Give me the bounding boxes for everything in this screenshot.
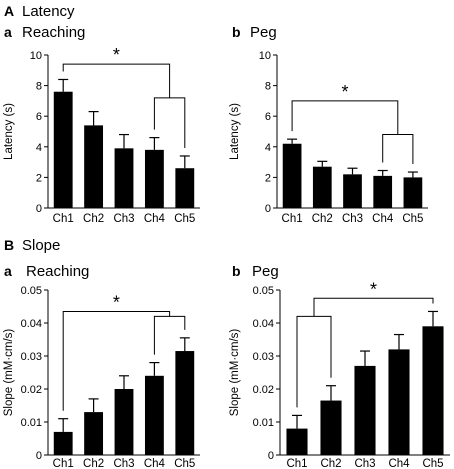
bar bbox=[320, 400, 342, 455]
significance-group-bracket bbox=[382, 134, 414, 165]
y-tick-label: 8 bbox=[36, 81, 42, 93]
y-tick-label: 8 bbox=[265, 81, 271, 93]
y-tick-label: 0.01 bbox=[21, 417, 42, 429]
significance-bracket bbox=[313, 297, 434, 317]
significance-bracket bbox=[291, 100, 399, 135]
significance-star: * bbox=[370, 279, 377, 299]
x-tick-label: Ch4 bbox=[388, 458, 410, 469]
y-axis-label: Slope (mM·cm/s) bbox=[229, 329, 241, 417]
y-tick-label: 4 bbox=[36, 142, 42, 154]
panel-letter: b bbox=[232, 24, 241, 40]
panel-letter: b bbox=[232, 263, 241, 279]
significance-star: * bbox=[341, 82, 348, 102]
bar bbox=[175, 351, 195, 455]
x-tick-label: Ch5 bbox=[174, 458, 195, 469]
significance-group-bracket bbox=[153, 315, 186, 355]
x-tick-label: Ch2 bbox=[312, 213, 333, 225]
y-tick-label: 0 bbox=[268, 450, 274, 462]
bar bbox=[312, 166, 332, 208]
x-tick-label: Ch5 bbox=[422, 458, 443, 469]
y-tick-label: 0 bbox=[36, 203, 42, 215]
bar bbox=[114, 389, 134, 455]
bar bbox=[53, 91, 73, 208]
y-tick-label: 6 bbox=[36, 111, 42, 123]
bar bbox=[373, 175, 393, 208]
y-tick-label: 10 bbox=[30, 50, 42, 62]
latency-peg-chart: b Peg 0 2 4 6 8 10 Latency (s) Ch1 Ch2 Ch3 Ch4 Ch5 * bbox=[229, 24, 428, 225]
x-tick-label: Ch1 bbox=[53, 213, 74, 225]
y-tick-label: 2 bbox=[265, 172, 271, 184]
section-a-letter: A bbox=[4, 3, 14, 19]
y-tick-label: 0 bbox=[36, 450, 42, 462]
y-tick-label: 0.02 bbox=[21, 384, 42, 396]
bar bbox=[354, 365, 376, 455]
significance-group-bracket bbox=[153, 97, 186, 148]
y-tick-label: 10 bbox=[259, 50, 271, 62]
bar bbox=[422, 326, 444, 455]
x-tick-label: Ch3 bbox=[342, 213, 363, 225]
significance-group-bracket bbox=[296, 315, 332, 408]
x-tick-label: Ch5 bbox=[174, 213, 195, 225]
x-tick-label: Ch3 bbox=[113, 213, 134, 225]
x-tick-label: Ch2 bbox=[320, 458, 341, 469]
y-tick-label: 0.05 bbox=[21, 285, 42, 297]
x-tick-label: Ch1 bbox=[282, 213, 303, 225]
y-tick-label: 2 bbox=[36, 172, 42, 184]
bar bbox=[388, 349, 410, 455]
bar bbox=[53, 431, 73, 455]
panel-title: Peg bbox=[250, 24, 277, 41]
bar bbox=[286, 428, 308, 455]
y-tick-label: 0.04 bbox=[253, 318, 274, 330]
y-tick-label: 0.05 bbox=[253, 285, 274, 297]
y-tick-label: 0.03 bbox=[253, 351, 274, 363]
panel-letter: a bbox=[4, 24, 12, 40]
x-tick-label: Ch5 bbox=[402, 213, 423, 225]
bar bbox=[144, 375, 164, 455]
y-tick-label: 6 bbox=[265, 111, 271, 123]
significance-bracket bbox=[62, 63, 171, 98]
bar bbox=[343, 174, 362, 208]
significance-star: * bbox=[113, 45, 120, 65]
y-tick-label: 4 bbox=[265, 142, 271, 154]
x-tick-label: Ch4 bbox=[144, 458, 166, 469]
y-axis-label: Latency (s) bbox=[229, 103, 241, 160]
y-axis-label: Slope (mM·cm/s) bbox=[3, 329, 15, 417]
section-b-letter: B bbox=[4, 237, 14, 253]
y-tick-label: 0.01 bbox=[253, 417, 274, 429]
bar bbox=[84, 412, 104, 455]
x-tick-label: Ch4 bbox=[372, 213, 394, 225]
bar bbox=[282, 143, 302, 208]
bar bbox=[84, 125, 104, 208]
x-tick-label: Ch3 bbox=[113, 458, 134, 469]
y-axis-label: Latency (s) bbox=[3, 103, 15, 160]
y-tick-label: 0.04 bbox=[21, 318, 42, 330]
y-tick-label: 0 bbox=[265, 203, 271, 215]
x-tick-label: Ch4 bbox=[144, 213, 166, 225]
latency-reaching-chart: a Reaching 0 2 4 6 8 10 Latency (s) Ch1 Ch2 Ch3 Ch4 C… bbox=[3, 24, 200, 225]
section-b-title: Slope bbox=[22, 237, 60, 254]
panel-title: Reaching bbox=[22, 24, 85, 41]
section-a-title: Latency bbox=[22, 3, 75, 20]
significance-bracket bbox=[62, 310, 171, 411]
x-tick-label: Ch1 bbox=[53, 458, 74, 469]
y-tick-label: 0.03 bbox=[21, 351, 42, 363]
slope-reaching-chart: a Reaching 0 0.01 0.02 0.03 0.04 0.05 Slope (mM·… bbox=[3, 263, 200, 469]
bar bbox=[114, 148, 134, 208]
significance-star: * bbox=[113, 292, 120, 312]
bar bbox=[175, 168, 195, 208]
x-tick-label: Ch3 bbox=[354, 458, 375, 469]
bar bbox=[144, 149, 164, 208]
bar bbox=[403, 177, 423, 208]
panel-title: Peg bbox=[252, 263, 279, 280]
panel-letter: a bbox=[4, 263, 12, 279]
x-tick-label: Ch2 bbox=[83, 458, 104, 469]
slope-peg-chart: b Peg 0 0.01 0.02 0.03 0.04 0.05 Slope (mM·cm/s)… bbox=[229, 263, 450, 469]
x-tick-label: Ch2 bbox=[83, 213, 104, 225]
panel-title: Reaching bbox=[26, 263, 89, 280]
y-tick-label: 0.02 bbox=[253, 384, 274, 396]
x-tick-label: Ch1 bbox=[286, 458, 307, 469]
